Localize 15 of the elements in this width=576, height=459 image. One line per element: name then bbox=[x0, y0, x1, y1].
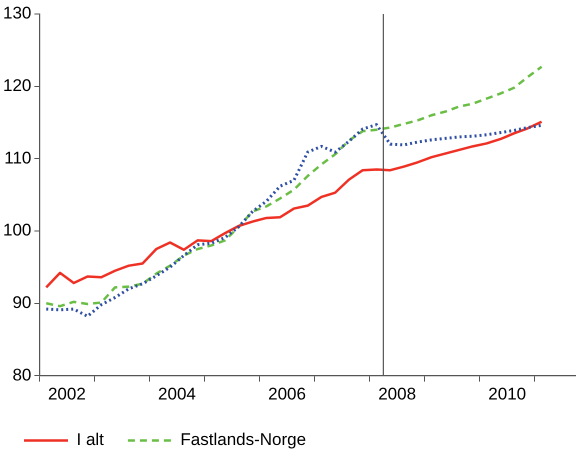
y-tick-label: 100 bbox=[2, 220, 32, 240]
legend-label: Fastlands-Norge bbox=[180, 430, 306, 450]
y-tick-label: 80 bbox=[12, 365, 32, 384]
line-series bbox=[44, 123, 544, 318]
y-tick-label: 90 bbox=[12, 292, 32, 312]
y-tick-label: 130 bbox=[2, 4, 32, 23]
x-tick-label: 2006 bbox=[268, 384, 306, 404]
x-tick-label: 2002 bbox=[48, 384, 86, 404]
x-tick-label: 2004 bbox=[158, 384, 196, 404]
y-tick-label: 110 bbox=[4, 148, 32, 168]
x-tick-label: 2010 bbox=[488, 384, 526, 404]
y-tick-label: 120 bbox=[2, 76, 32, 96]
line-series bbox=[44, 66, 543, 308]
legend-label: I alt bbox=[76, 430, 104, 450]
x-tick-label: 2008 bbox=[378, 384, 416, 404]
